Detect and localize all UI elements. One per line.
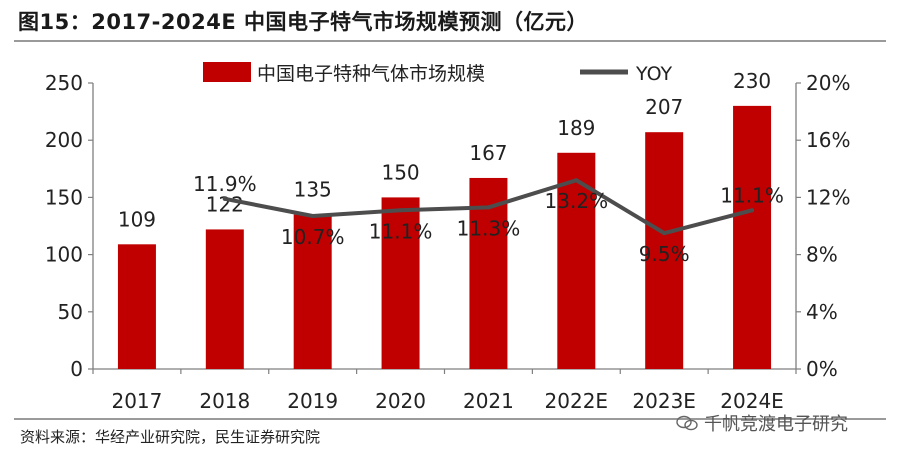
- bar: [117, 244, 156, 369]
- bar: [381, 197, 420, 369]
- yoy-point: [486, 205, 491, 210]
- yoy-point: [574, 178, 579, 183]
- bar-value-label: 207: [645, 95, 683, 119]
- x-tick-label: 2022E: [545, 389, 609, 413]
- y-left-tick-label: 200: [45, 128, 83, 152]
- yoy-point: [310, 213, 315, 218]
- bar: [645, 132, 684, 369]
- y-right-tick-label: 0%: [806, 357, 838, 381]
- yoy-point: [398, 208, 403, 213]
- title-divider: [14, 40, 886, 42]
- y-left-tick-label: 0: [70, 357, 83, 381]
- bar-value-label: 189: [557, 116, 595, 140]
- yoy-point: [222, 196, 227, 201]
- legend-bar-label: 中国电子特种气体市场规模: [257, 63, 485, 85]
- bar-value-label: 135: [294, 178, 332, 202]
- bar-value-label: 122: [206, 192, 244, 216]
- bar-value-label: 150: [381, 160, 419, 184]
- y-right-tick-label: 16%: [806, 128, 850, 152]
- source-note: 资料来源：华经产业研究院，民生证券研究院: [20, 428, 321, 446]
- yoy-point: [750, 208, 755, 213]
- y-left-tick-label: 100: [45, 243, 83, 267]
- yoy-value-label: 9.5%: [639, 242, 690, 266]
- x-tick-label: 2019: [287, 389, 338, 413]
- yoy-point: [662, 231, 667, 236]
- yoy-value-label: 11.9%: [193, 172, 257, 196]
- wechat-icon: [676, 415, 698, 431]
- yoy-value-label: 13.2%: [545, 189, 609, 213]
- chart-title: 图15：2017-2024E 中国电子特气市场规模预测（亿元）: [18, 10, 588, 34]
- y-left-tick-label: 250: [45, 71, 83, 95]
- y-left-tick-label: 150: [45, 185, 83, 209]
- yoy-value-label: 10.7%: [281, 225, 345, 249]
- yoy-value-label: 11.3%: [457, 216, 521, 240]
- y-right-tick-label: 20%: [806, 71, 850, 95]
- watermark: 千帆竞渡电子研究: [676, 410, 848, 436]
- x-tick-label: 2017: [111, 389, 162, 413]
- x-tick-label: 2024E: [720, 389, 784, 413]
- y-left-tick-label: 50: [58, 300, 83, 324]
- footer-divider: [14, 418, 886, 420]
- bar: [733, 105, 772, 369]
- yoy-value-label: 11.1%: [720, 183, 784, 207]
- legend-bar-swatch: [203, 62, 251, 82]
- bar-value-label: 167: [469, 141, 507, 165]
- watermark-text: 千帆竞渡电子研究: [704, 414, 848, 435]
- y-right-tick-label: 12%: [806, 185, 850, 209]
- x-tick-label: 2021: [463, 389, 514, 413]
- y-right-tick-label: 4%: [806, 300, 838, 324]
- yoy-value-label: 11.1%: [369, 219, 433, 243]
- x-tick-label: 2018: [199, 389, 250, 413]
- bar: [293, 214, 332, 369]
- bar-value-label: 230: [733, 69, 771, 93]
- legend-line-label: YOY: [635, 63, 672, 85]
- x-tick-label: 2020: [375, 389, 426, 413]
- x-tick-label: 2023E: [632, 389, 696, 413]
- bar: [205, 229, 244, 369]
- bar-value-label: 109: [118, 207, 156, 231]
- y-right-tick-label: 8%: [806, 243, 838, 267]
